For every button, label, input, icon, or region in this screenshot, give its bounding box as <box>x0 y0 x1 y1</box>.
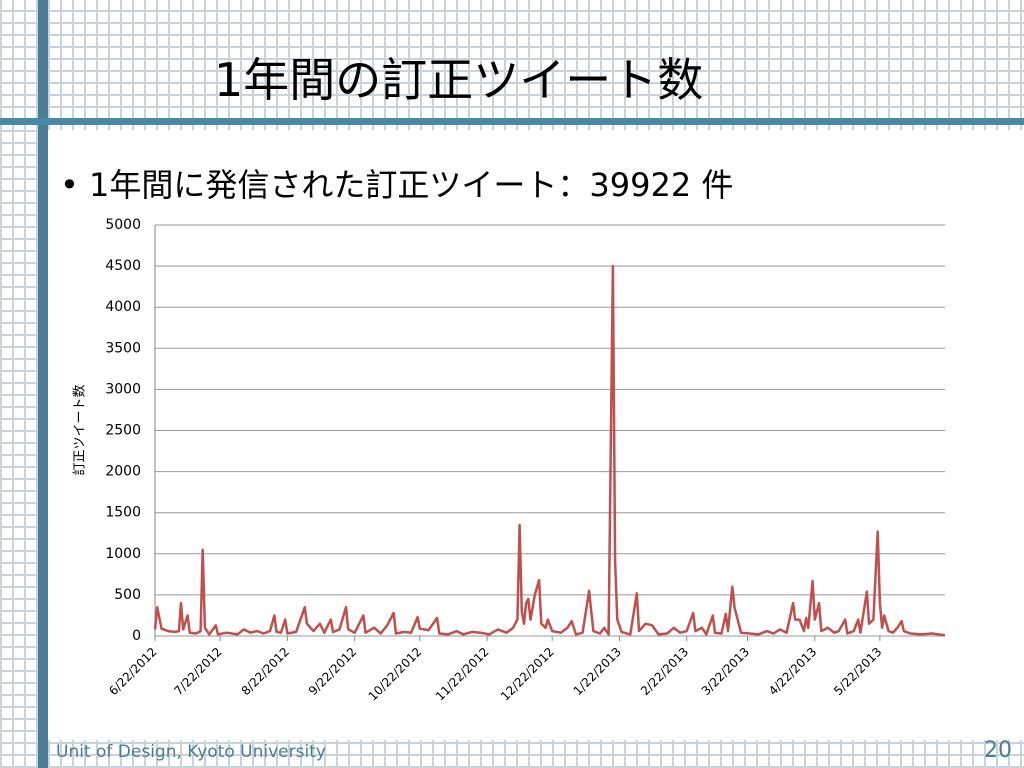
y-tick-label: 0 <box>132 628 141 644</box>
x-tick-label: 1/22/2013 <box>571 645 624 698</box>
y-tick-label: 3000 <box>105 381 141 397</box>
side-stripe <box>38 0 48 768</box>
y-axis-label: 訂正ツイート数 <box>72 384 88 475</box>
x-tick-label: 7/22/2012 <box>171 645 224 698</box>
content-area <box>48 130 1024 740</box>
x-tick-label: 2/22/2013 <box>638 645 691 698</box>
slide-title: 1年間の訂正ツイート数 <box>214 53 704 107</box>
footer: Unit of Design, Kyoto University <box>56 742 326 762</box>
x-tick-label: 11/22/2012 <box>433 645 492 704</box>
bullet-text: 1年間に発信された訂正ツイート：39922 件 <box>89 166 734 204</box>
chart: 訂正ツイート数 0 500 1000 1500 2000 2500 3000 3500 4000… <box>72 217 946 704</box>
y-tick-label: 4000 <box>105 299 141 315</box>
page-number: 20 <box>984 738 1012 763</box>
x-tick-label: 6/22/2012 <box>106 645 159 698</box>
data-line <box>153 264 946 637</box>
x-tick-label: 4/22/2013 <box>766 645 819 698</box>
x-tick-label: 9/22/2012 <box>306 645 359 698</box>
header-bar <box>0 118 1024 125</box>
x-tick-label: 5/22/2013 <box>831 645 884 698</box>
y-tick-label: 500 <box>114 587 141 603</box>
y-tick-label: 1500 <box>105 505 141 521</box>
y-tick-label: 2000 <box>105 464 141 480</box>
y-tick-label: 5000 <box>105 217 141 233</box>
y-tick-label: 3500 <box>105 340 141 356</box>
bullet: • 1年間に発信された訂正ツイート：39922 件 <box>60 166 734 204</box>
y-tick-label: 4500 <box>105 258 141 274</box>
y-tick-label: 1000 <box>105 546 141 562</box>
x-tick-label: 10/22/2012 <box>366 645 425 704</box>
y-tick-label: 2500 <box>105 423 141 439</box>
x-tick-label: 3/22/2013 <box>699 645 752 698</box>
x-tick-label: 8/22/2012 <box>239 645 292 698</box>
x-tick-label: 12/22/2012 <box>498 645 557 704</box>
